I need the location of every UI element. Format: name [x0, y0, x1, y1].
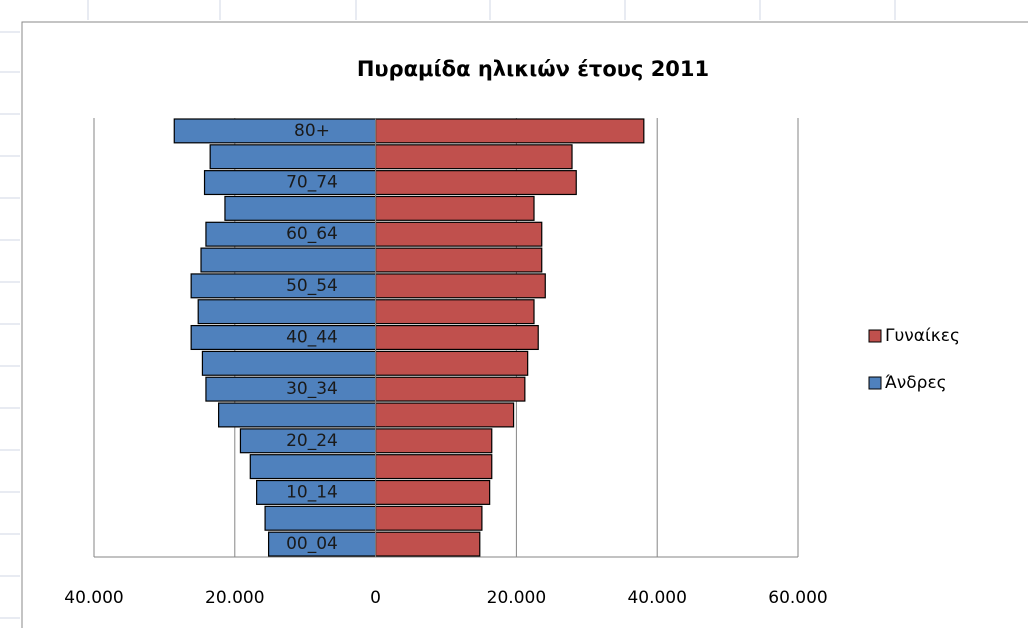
- legend-swatch: [868, 329, 882, 343]
- bar: [375, 118, 645, 144]
- y-tick-label: 80+: [294, 121, 330, 141]
- bar: [375, 402, 515, 428]
- bar: [375, 531, 481, 557]
- sheet-grid: [0, 0, 896, 619]
- bar: [375, 505, 483, 531]
- x-tick-label: 20.000: [205, 588, 264, 608]
- bar: [209, 144, 377, 170]
- y-tick-label: 20_24: [286, 431, 338, 451]
- bar: [173, 118, 377, 144]
- bar: [375, 273, 546, 299]
- y-tick-label: 30_34: [286, 379, 338, 399]
- bar: [375, 247, 543, 273]
- bar: [375, 376, 526, 402]
- y-tick-label: 60_64: [286, 224, 338, 244]
- bar: [197, 299, 377, 325]
- bar: [375, 350, 529, 376]
- bar: [249, 454, 377, 480]
- bar: [224, 195, 377, 221]
- y-tick-label: 50_54: [286, 276, 338, 296]
- bar: [375, 324, 539, 351]
- legend-swatch: [868, 376, 882, 390]
- bar: [218, 402, 377, 428]
- y-tick-label: 70_74: [286, 173, 338, 193]
- bar: [375, 479, 491, 505]
- x-tick-label: 40.000: [64, 588, 123, 608]
- x-tick-label: 40.000: [627, 588, 686, 608]
- bar: [190, 324, 377, 351]
- bar: [375, 144, 573, 170]
- bar: [375, 195, 535, 221]
- y-tick-label: 00_04: [286, 534, 338, 554]
- x-tick-label: 60.000: [768, 588, 827, 608]
- legend-label: Άνδρες: [885, 373, 947, 393]
- bar: [201, 350, 377, 376]
- chart-title: Πυραμίδα ηλικιών έτους 2011: [357, 57, 709, 81]
- legend-label: Γυναίκες: [885, 326, 960, 346]
- bar: [200, 247, 377, 273]
- bar: [375, 299, 535, 325]
- bar: [375, 428, 493, 454]
- bar: [190, 273, 377, 299]
- bar: [264, 505, 377, 531]
- bar: [375, 221, 543, 247]
- x-tick-label: 0: [370, 588, 381, 608]
- y-tick-label: 40_44: [286, 328, 338, 348]
- x-tick-label: 20.000: [487, 588, 546, 608]
- bar: [375, 170, 577, 196]
- bar: [375, 454, 493, 480]
- y-tick-label: 10_14: [286, 482, 338, 502]
